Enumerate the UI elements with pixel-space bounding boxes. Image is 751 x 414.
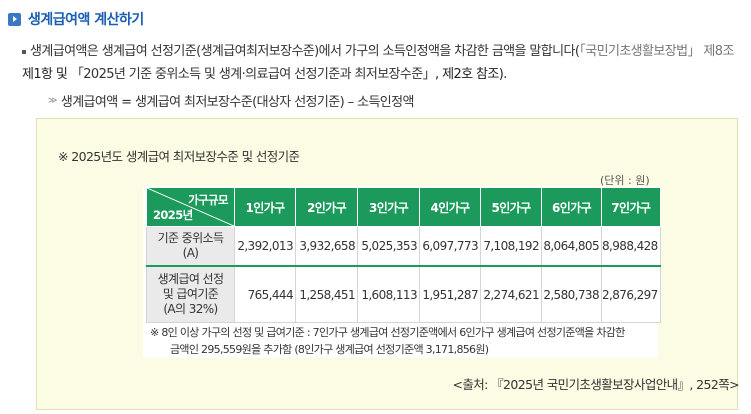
table-cell: 2,392,013 xyxy=(234,226,296,267)
column-header: 1인가구 xyxy=(234,187,296,227)
section-title: 생계급여액 계산하기 xyxy=(28,12,144,28)
row-header-line: 생계급여 선정 xyxy=(157,272,224,286)
footnote-line: 금액인 295,559원을 추가함 (8인가구 생계급여 선정기준액 3,171… xyxy=(170,343,489,356)
footnote-line: ※ 8인 이상 가구의 선정 및 급여기준 : 7인가구 생계급여 선정기준액에… xyxy=(150,326,625,339)
column-header: 3인가구 xyxy=(357,187,420,227)
para-text-c: , 제2호 참조). xyxy=(435,67,507,82)
table-cell: 2,580,738 xyxy=(541,265,602,323)
description-paragraph: 생계급여액은 생계급여 선정기준(생계급여최저보장수준)에서 가구의 소득인정액… xyxy=(22,40,742,86)
table-cell: 8,064,805 xyxy=(541,226,602,267)
table-cell: 7,108,192 xyxy=(480,226,542,267)
table-cell: 6,097,773 xyxy=(419,226,481,267)
info-box-title: ※ 2025년도 생계급여 최저보장수준 및 선정기준 xyxy=(58,149,300,164)
formula-text: 생계급여액 = 생계급여 최저보장수준(대상자 선정기준) – 소득인정액 xyxy=(60,95,415,110)
section-bullet-icon xyxy=(8,12,21,26)
table-cell: 2,274,621 xyxy=(480,265,542,323)
square-bullet-icon xyxy=(22,49,26,54)
law-citation-link[interactable]: 「국민기초생활보장법」 제8조 xyxy=(579,44,734,59)
table-cell: 8,988,428 xyxy=(601,226,661,267)
table-header-row: 가구규모 2025년 1인가구 2인가구 3인가구 4인가구 5인가구 6인가구… xyxy=(146,187,661,227)
column-header: 7인가구 xyxy=(601,187,661,227)
corner-diagonal xyxy=(147,188,234,226)
table-cell: 1,951,287 xyxy=(419,265,481,323)
table-cell: 1,258,451 xyxy=(295,265,358,323)
row-header-line: (A의 32%) xyxy=(163,302,218,316)
column-header: 5인가구 xyxy=(480,187,542,227)
table-cell: 1,608,113 xyxy=(357,265,420,323)
benefit-table: 가구규모 2025년 1인가구 2인가구 3인가구 4인가구 5인가구 6인가구… xyxy=(146,187,661,323)
row-header: 기준 중위소득 (A) xyxy=(146,226,235,267)
row-header-line: 및 급여기준 xyxy=(162,287,219,301)
row-header: 생계급여 선정 및 급여기준 (A의 32%) xyxy=(146,265,235,323)
table-cell: 2,876,297 xyxy=(601,265,661,323)
para-text-b: 제1항 및 xyxy=(22,67,71,82)
table-footnote: ※ 8인 이상 가구의 선정 및 급여기준 : 7인가구 생계급여 선정기준액에… xyxy=(150,324,660,358)
unit-label: (단위 : 원) xyxy=(600,174,650,187)
table-corner-cell: 가구규모 2025년 xyxy=(146,187,235,227)
table-cell: 5,025,353 xyxy=(357,226,420,267)
column-header: 6인가구 xyxy=(541,187,602,227)
table-cell: 765,444 xyxy=(234,265,296,323)
row-header-line: 기준 중위소득 xyxy=(157,231,224,245)
formula-line: ≫ 생계급여액 = 생계급여 최저보장수준(대상자 선정기준) – 소득인정액 xyxy=(48,91,414,110)
arrow-bullet-icon: ≫ xyxy=(48,95,57,106)
row-header-line: (A) xyxy=(182,246,199,260)
corner-year-label: 2025년 xyxy=(153,208,193,222)
table-cell: 3,932,658 xyxy=(295,226,358,267)
source-citation: <출처: 『2025년 국민기초생활보장사업안내』, 252쪽> xyxy=(452,377,739,392)
standard-citation-link[interactable]: 「2025년 기준 중위소득 및 생계·의료급여 선정기준과 최저보장수준」 xyxy=(70,67,436,82)
section-heading: 생계급여액 계산하기 xyxy=(8,9,144,29)
table-row: 기준 중위소득 (A) 2,392,013 3,932,658 5,025,35… xyxy=(146,226,661,267)
column-header: 4인가구 xyxy=(419,187,481,227)
para-text-a: 생계급여액은 생계급여 선정기준(생계급여최저보장수준)에서 가구의 소득인정액… xyxy=(30,44,580,59)
table-row: 생계급여 선정 및 급여기준 (A의 32%) 765,444 1,258,45… xyxy=(146,265,661,323)
corner-household-label: 가구규모 xyxy=(188,193,229,207)
column-header: 2인가구 xyxy=(295,187,358,227)
